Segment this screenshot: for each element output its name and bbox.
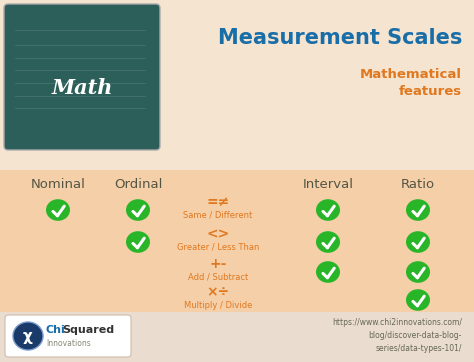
FancyBboxPatch shape	[0, 0, 474, 170]
Text: +-: +-	[210, 257, 227, 271]
Text: Multiply / Divide: Multiply / Divide	[184, 300, 252, 310]
FancyBboxPatch shape	[4, 4, 160, 150]
Text: Nominal: Nominal	[30, 178, 85, 191]
Text: https://www.chi2innovations.com/
blog/discover-data-blog-
series/data-types-101/: https://www.chi2innovations.com/ blog/di…	[332, 318, 462, 353]
FancyBboxPatch shape	[0, 170, 474, 312]
Text: Innovations: Innovations	[46, 340, 91, 349]
Text: <>: <>	[206, 227, 229, 241]
Text: Chi: Chi	[46, 325, 66, 335]
Text: χ: χ	[23, 328, 33, 344]
Text: Same / Different: Same / Different	[183, 210, 253, 219]
Text: Ordinal: Ordinal	[114, 178, 162, 191]
Text: =≠: =≠	[206, 195, 229, 209]
Ellipse shape	[406, 199, 430, 221]
Text: ×÷: ×÷	[206, 285, 229, 299]
Text: Math: Math	[51, 78, 113, 98]
Text: Mathematical
features: Mathematical features	[360, 68, 462, 98]
Text: Interval: Interval	[302, 178, 354, 191]
Ellipse shape	[316, 231, 340, 253]
Ellipse shape	[126, 199, 150, 221]
Ellipse shape	[316, 261, 340, 283]
Text: Ratio: Ratio	[401, 178, 435, 191]
Ellipse shape	[126, 231, 150, 253]
Ellipse shape	[406, 231, 430, 253]
Ellipse shape	[13, 322, 43, 350]
FancyBboxPatch shape	[0, 312, 474, 362]
Ellipse shape	[406, 289, 430, 311]
Text: Greater / Less Than: Greater / Less Than	[177, 243, 259, 252]
Ellipse shape	[316, 199, 340, 221]
FancyBboxPatch shape	[10, 144, 158, 150]
Text: Measurement Scales: Measurement Scales	[218, 28, 462, 48]
FancyBboxPatch shape	[5, 315, 131, 357]
Ellipse shape	[46, 199, 70, 221]
Ellipse shape	[406, 261, 430, 283]
Text: Squared: Squared	[62, 325, 114, 335]
Text: Add / Subtract: Add / Subtract	[188, 273, 248, 282]
